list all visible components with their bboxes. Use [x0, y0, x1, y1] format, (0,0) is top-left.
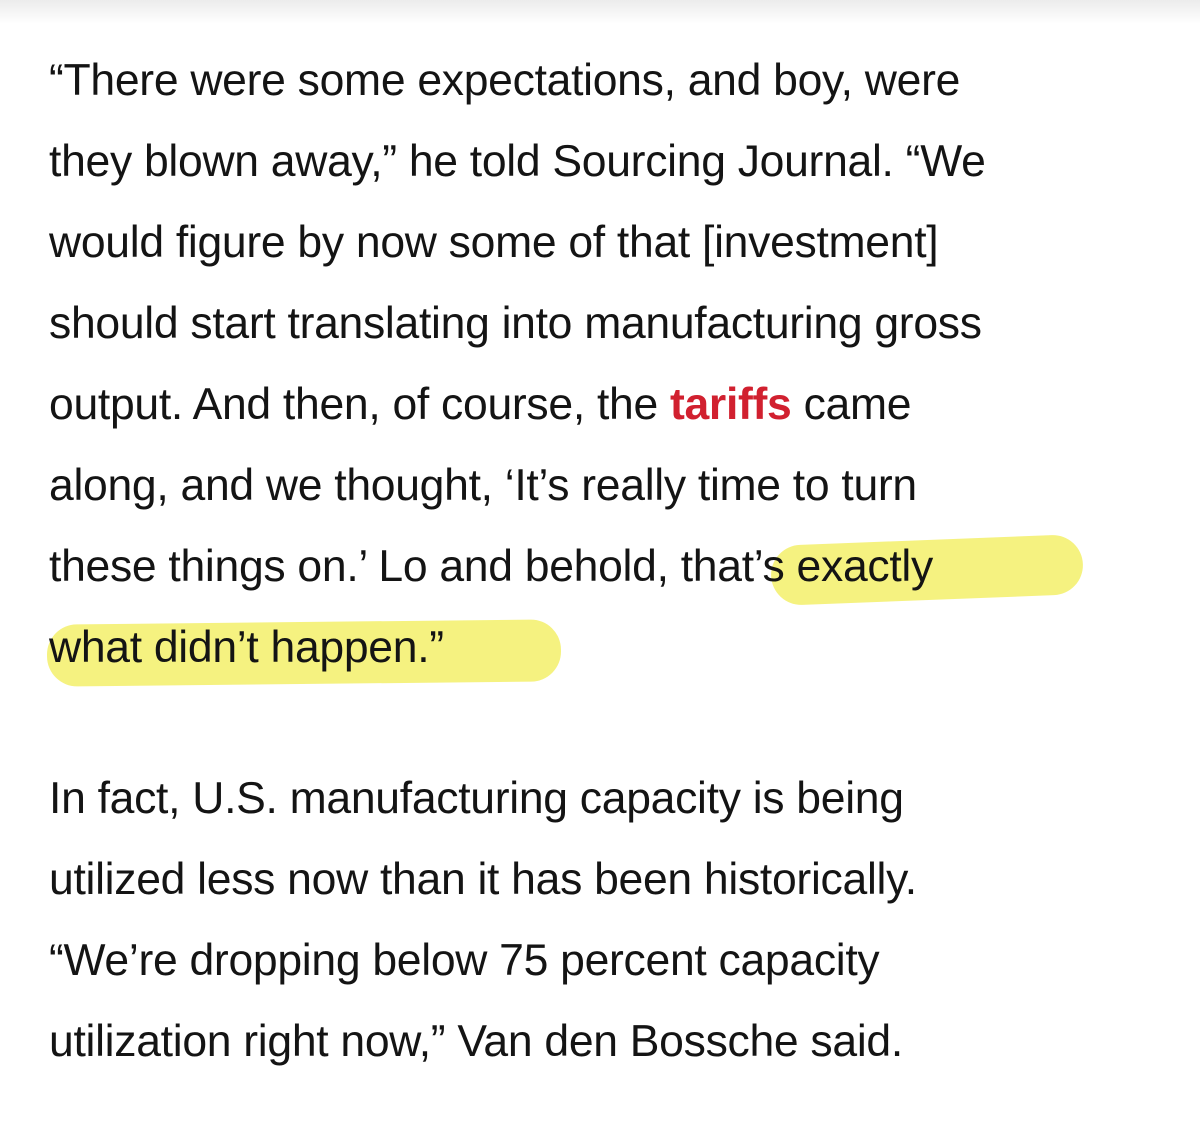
top-edge-shadow: [0, 0, 1200, 24]
text-line: “We’re dropping below 75 percent capacit…: [49, 936, 880, 985]
text-line: utilized less now than it has been histo…: [49, 855, 917, 904]
text-line: should start translating into manufactur…: [49, 299, 982, 348]
highlighted-text: , that’s exactly: [656, 542, 934, 591]
article-body: “There were some expectations, and boy, …: [46, 40, 1179, 1082]
text-line: In fact, U.S. manufacturing capacity is …: [49, 774, 904, 823]
text-segment: these things on.’ Lo and behold: [49, 542, 657, 591]
text-line: they blown away,” he told Sourcing Journ…: [49, 137, 986, 186]
text-line: “There were some expectations, and boy, …: [49, 56, 961, 105]
text-line: these things on.’ Lo and behold, that’s …: [49, 526, 1179, 607]
text-line: would figure by now some of that [invest…: [49, 218, 939, 267]
tariffs-link[interactable]: tariffs: [669, 380, 792, 429]
body-paragraph: In fact, U.S. manufacturing capacity is …: [49, 758, 1179, 1082]
text-segment: output. And then, of course, the: [49, 380, 670, 429]
highlighted-text: what didn’t happen.”: [49, 623, 444, 672]
text-line: utilization right now,” Van den Bossche …: [49, 1017, 903, 1066]
text-line: along, and we thought, ‘It’s really time…: [49, 461, 917, 510]
text-segment: came: [791, 380, 912, 429]
quote-paragraph: “There were some expectations, and boy, …: [46, 40, 1179, 688]
text-line: what didn’t happen.”: [49, 607, 1179, 688]
text-line: output. And then, of course, the tariffs…: [49, 364, 1179, 445]
